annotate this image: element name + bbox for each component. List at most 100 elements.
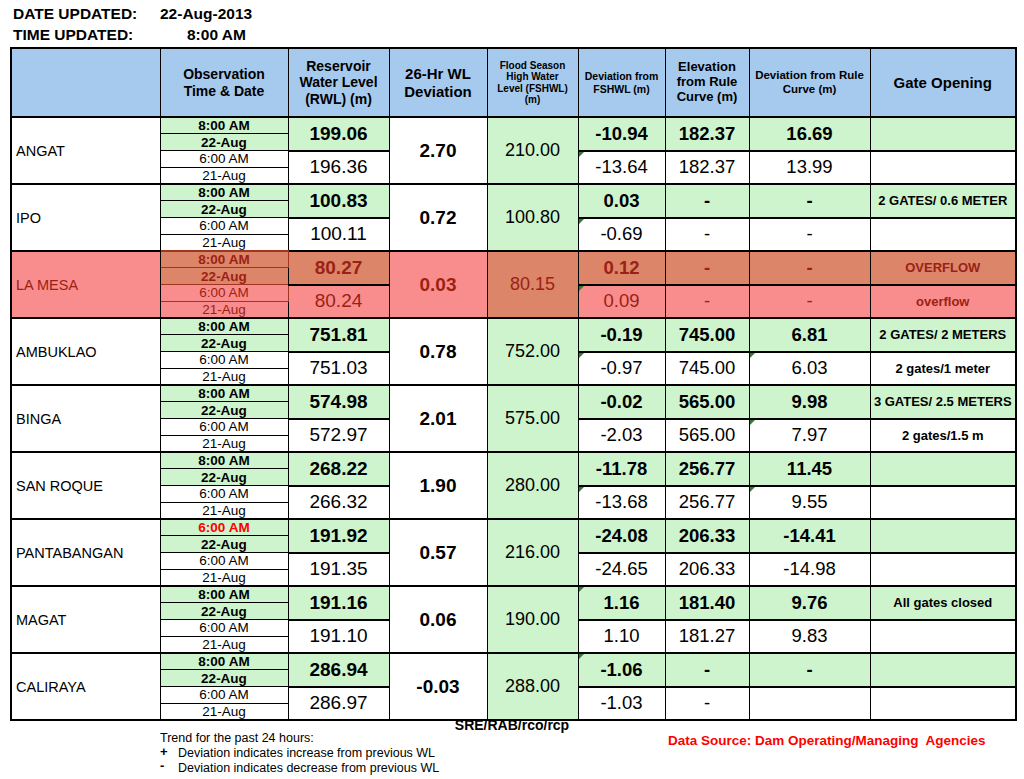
trend-plus-text: Deviation indicates increase from previo… [178, 746, 435, 760]
elevation-rule-cell: - [665, 251, 749, 285]
fshwl-cell: 280.00 [487, 452, 578, 519]
observation-date-cell: 22-Aug [160, 402, 288, 419]
dam-name-cell: BINGA [11, 385, 160, 452]
deviation-rule-cell: - [749, 653, 870, 687]
deviation-rule-cell: - [749, 285, 870, 319]
elevation-rule-cell: - [665, 285, 749, 319]
rwl-cell: 191.92 [288, 519, 389, 553]
deviation-26hr-cell: 0.72 [389, 184, 487, 251]
table-row: ANGAT8:00 AM199.062.70210.00-10.94182.37… [11, 117, 1016, 134]
observation-time-cell: 8:00 AM [160, 653, 288, 670]
table-row: MAGAT8:00 AM191.160.06190.001.16181.409.… [11, 586, 1016, 603]
elevation-rule-cell: 181.27 [665, 620, 749, 654]
observation-date-cell: 21-Aug [160, 301, 288, 318]
deviation-rule-cell: -14.41 [749, 519, 870, 553]
elevation-rule-cell: 565.00 [665, 385, 749, 419]
gate-opening-cell [870, 452, 1016, 486]
date-updated-value: 22-Aug-2013 [160, 5, 252, 23]
table-row: BINGA8:00 AM574.982.01575.00-0.02565.009… [11, 385, 1016, 402]
elevation-rule-cell: 745.00 [665, 352, 749, 386]
elevation-rule-cell: - [665, 653, 749, 687]
observation-time-cell: 8:00 AM [160, 586, 288, 603]
header-dev-fshwl: Deviation from FSHWL (m) [578, 48, 665, 117]
elevation-rule-cell: 256.77 [665, 486, 749, 520]
rwl-cell: 268.22 [288, 452, 389, 486]
header-gate: Gate Opening [870, 48, 1016, 117]
fshwl-cell: 100.80 [487, 184, 578, 251]
rwl-cell: 191.35 [288, 553, 389, 587]
deviation-fshwl-cell: -13.64 [578, 151, 665, 185]
time-updated-value: 8:00 AM [187, 26, 246, 44]
observation-date-cell: 21-Aug [160, 234, 288, 251]
observation-time-cell: 6:00 AM [160, 285, 288, 302]
elevation-rule-cell: 745.00 [665, 318, 749, 352]
elevation-rule-cell: 206.33 [665, 519, 749, 553]
observation-time-cell: 6:00 AM [160, 419, 288, 436]
fshwl-cell: 575.00 [487, 385, 578, 452]
observation-date-cell: 22-Aug [160, 469, 288, 486]
observation-time-cell: 6:00 AM [160, 218, 288, 235]
deviation-fshwl-cell: -13.68 [578, 486, 665, 520]
observation-date-cell: 22-Aug [160, 603, 288, 620]
deviation-rule-cell: 6.03 [749, 352, 870, 386]
fshwl-cell: 80.15 [487, 251, 578, 318]
observation-time-cell: 8:00 AM [160, 117, 288, 134]
rwl-cell: 266.32 [288, 486, 389, 520]
time-updated-label: TIME UPDATED: [13, 26, 133, 44]
deviation-rule-cell: 9.83 [749, 620, 870, 654]
observation-date-cell: 21-Aug [160, 368, 288, 385]
header-dam [11, 48, 160, 117]
dam-name-cell: ANGAT [11, 117, 160, 184]
observation-time-cell: 8:00 AM [160, 452, 288, 469]
observation-time-cell: 8:00 AM [160, 318, 288, 335]
deviation-rule-cell: - [749, 184, 870, 218]
deviation-fshwl-cell: -1.03 [578, 687, 665, 721]
deviation-rule-cell: 7.97 [749, 419, 870, 453]
gate-opening-cell: overflow [870, 285, 1016, 319]
deviation-rule-cell: -14.98 [749, 553, 870, 587]
table-row: AMBUKLAO8:00 AM751.810.78752.00-0.19745.… [11, 318, 1016, 335]
deviation-fshwl-cell: 1.16 [578, 586, 665, 620]
table-row: SAN ROQUE8:00 AM268.221.90280.00-11.7825… [11, 452, 1016, 469]
table-row: LA MESA8:00 AM80.270.0380.150.12--OVERFL… [11, 251, 1016, 268]
rwl-cell: 196.36 [288, 151, 389, 185]
rwl-cell: 100.83 [288, 184, 389, 218]
deviation-fshwl-cell: -0.19 [578, 318, 665, 352]
deviation-fshwl-cell: 0.09 [578, 285, 665, 319]
deviation-26hr-cell: 0.06 [389, 586, 487, 653]
minus-mark: - [160, 758, 164, 773]
dam-name-cell: IPO [11, 184, 160, 251]
observation-time-cell: 8:00 AM [160, 184, 288, 201]
observation-time-cell: 8:00 AM [160, 251, 288, 268]
rwl-cell: 286.94 [288, 653, 389, 687]
deviation-rule-cell: 11.45 [749, 452, 870, 486]
observation-date-cell: 21-Aug [160, 167, 288, 184]
header-rwl: Reservoir Water Level (RWL) (m) [288, 48, 389, 117]
date-updated-label: DATE UPDATED: [13, 5, 137, 23]
dam-name-cell: AMBUKLAO [11, 318, 160, 385]
header-fshwl: Flood Season High Water Level (FSHWL) (m… [487, 48, 578, 117]
elevation-rule-cell: 565.00 [665, 419, 749, 453]
deviation-fshwl-cell: -0.97 [578, 352, 665, 386]
deviation-fshwl-cell: 1.10 [578, 620, 665, 654]
observation-date-cell: 22-Aug [160, 134, 288, 151]
gate-opening-cell [870, 218, 1016, 252]
header-observation: Observation Time & Date [160, 48, 288, 117]
fshwl-cell: 216.00 [487, 519, 578, 586]
gate-opening-cell: 2 GATES/ 0.6 METER [870, 184, 1016, 218]
dam-name-cell: LA MESA [11, 251, 160, 318]
observation-time-cell: 6:00 AM [160, 519, 288, 536]
header-dev26: 26-Hr WL Deviation [389, 48, 487, 117]
observation-date-cell: 21-Aug [160, 636, 288, 653]
rwl-cell: 100.11 [288, 218, 389, 252]
observation-time-cell: 6:00 AM [160, 486, 288, 503]
deviation-rule-cell: - [749, 218, 870, 252]
table-row: IPO8:00 AM100.830.72100.800.03--2 GATES/… [11, 184, 1016, 201]
gate-opening-cell [870, 620, 1016, 654]
gate-opening-cell: 2 gates/1 meter [870, 352, 1016, 386]
deviation-26hr-cell: 0.57 [389, 519, 487, 586]
observation-date-cell: 22-Aug [160, 536, 288, 553]
elevation-rule-cell: - [665, 184, 749, 218]
gate-opening-cell: 2 GATES/ 2 METERS [870, 318, 1016, 352]
footer-code: SRE/RAB/rco/rcp [0, 717, 1024, 733]
